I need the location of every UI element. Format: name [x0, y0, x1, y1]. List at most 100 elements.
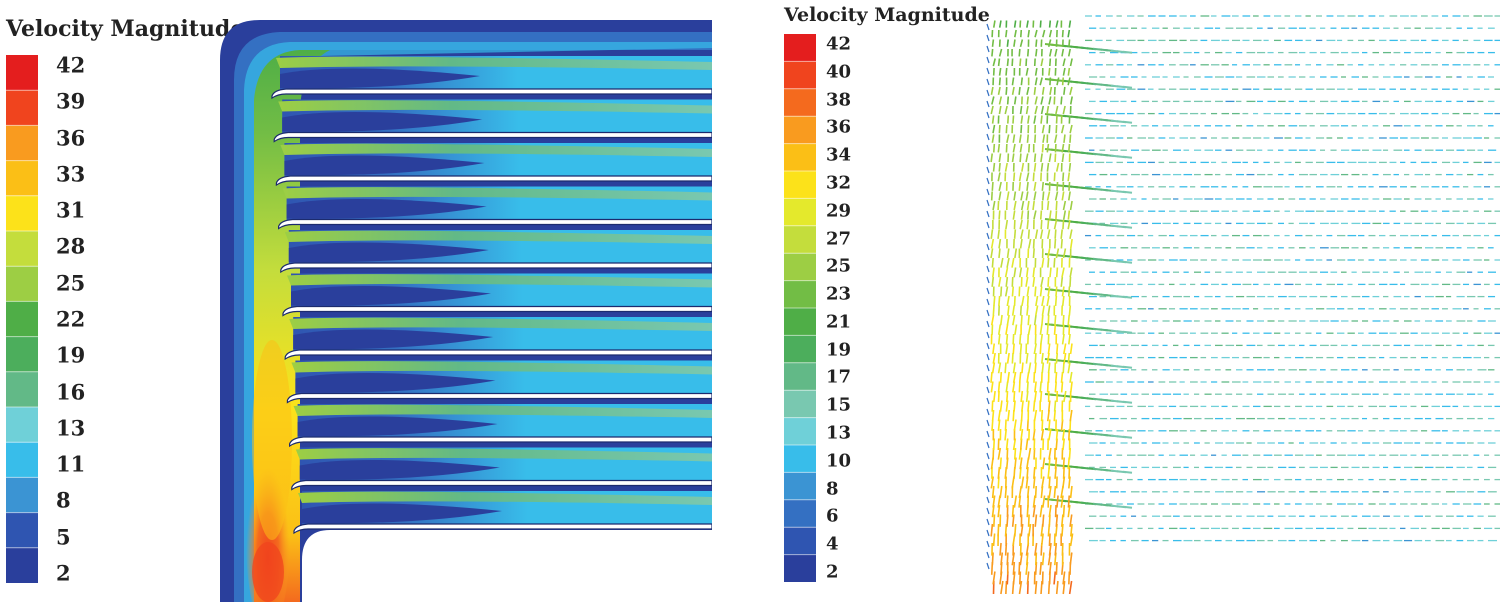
header-vector [1040, 352, 1044, 364]
legend-swatch [784, 61, 816, 89]
color-legend-bar [784, 34, 816, 582]
header-vector [1004, 523, 1008, 537]
header-vector [1021, 162, 1025, 172]
header-vector [991, 485, 995, 499]
legend-label: 5 [56, 524, 71, 550]
header-vector [998, 276, 1002, 287]
header-vector [1048, 485, 1052, 499]
header-vector [1041, 552, 1045, 566]
header-vector [992, 571, 996, 585]
header-vector [1042, 495, 1046, 508]
header-vector [997, 333, 1001, 345]
legend-label: 42 [826, 33, 852, 55]
header-vector [1019, 219, 1023, 230]
header-vector [1062, 343, 1067, 355]
header-vector [1018, 571, 1022, 585]
header-vector [1004, 428, 1008, 441]
header-vector [1025, 352, 1029, 364]
header-vector [1068, 20, 1072, 28]
header-vector [1006, 295, 1010, 307]
header-vector [1013, 20, 1017, 28]
header-vector [990, 371, 993, 383]
guide-plate [280, 262, 712, 274]
header-vector [1054, 238, 1057, 249]
inlet-jet [280, 143, 712, 157]
header-vector [998, 191, 1002, 201]
header-vector [1055, 286, 1058, 297]
header-vector [1012, 134, 1016, 143]
header-vector [991, 552, 994, 566]
header-vector [1034, 542, 1038, 556]
legend-swatch [784, 417, 816, 445]
header-vector [1054, 314, 1057, 326]
header-vector [1000, 552, 1004, 566]
header-vector [1032, 400, 1036, 412]
header-vector [1012, 210, 1016, 220]
header-vector [998, 20, 1002, 28]
header-vector [1070, 381, 1073, 393]
header-vector [1006, 115, 1010, 124]
header-vector [1027, 400, 1030, 412]
header-vector [1034, 552, 1038, 566]
header-vector [990, 381, 994, 393]
header-vector [1027, 514, 1030, 527]
velocity-vector [986, 441, 990, 449]
header-vector [991, 39, 995, 47]
jet-vector [1122, 295, 1133, 299]
header-vector [997, 143, 1001, 153]
legend-swatch [6, 336, 38, 372]
header-vector [1069, 485, 1073, 499]
header-vector [1033, 86, 1037, 95]
header-vector [1012, 409, 1015, 422]
header-vector [1069, 267, 1073, 278]
header-vector [1054, 191, 1059, 201]
header-vector [1055, 580, 1059, 595]
jet-vector [1122, 190, 1133, 194]
header-vector [1062, 580, 1066, 595]
header-vector [1012, 143, 1016, 153]
legend-swatch [6, 512, 38, 548]
header-vector [1060, 276, 1064, 287]
header-vector [1060, 419, 1064, 431]
header-vector [1069, 343, 1073, 355]
header-vector [1061, 77, 1065, 86]
header-vector [1033, 210, 1037, 220]
recirculation-zone [291, 285, 491, 306]
header-vector [1035, 39, 1038, 47]
legend-label: 2 [56, 560, 71, 586]
inlet-jet [278, 100, 712, 114]
header-vector [1049, 267, 1052, 278]
header-vector [1067, 77, 1071, 86]
header-vector [1005, 438, 1009, 451]
header-vector [1049, 58, 1052, 67]
header-vector [1032, 495, 1036, 508]
header-vector [1053, 257, 1056, 268]
header-vector [1047, 257, 1050, 268]
header-vector [992, 20, 996, 28]
header-vector [1034, 67, 1038, 76]
header-vector [1006, 191, 1010, 201]
recirculation-zone [284, 155, 485, 176]
header-vector [1034, 105, 1038, 115]
header-vector [1039, 390, 1043, 403]
header-vector [1032, 504, 1036, 518]
header-vector [1067, 333, 1071, 345]
header-vector [1040, 409, 1044, 422]
legend-swatch [6, 195, 38, 231]
header-vector [1013, 96, 1017, 105]
header-vector [1067, 495, 1071, 508]
legend-label: 34 [826, 144, 852, 166]
header-vector [1034, 514, 1038, 527]
header-vector [1011, 305, 1016, 316]
header-vector [1025, 552, 1029, 566]
header-vector [1026, 371, 1030, 383]
header-vector [1004, 362, 1007, 374]
header-vector [1032, 276, 1036, 287]
header-vector [1019, 39, 1024, 48]
header-vector [1055, 162, 1060, 172]
header-vector [990, 86, 994, 95]
header-vector [1055, 210, 1058, 220]
header-vector [1025, 67, 1029, 76]
velocity-vector [986, 298, 990, 306]
header-vector [990, 229, 994, 239]
